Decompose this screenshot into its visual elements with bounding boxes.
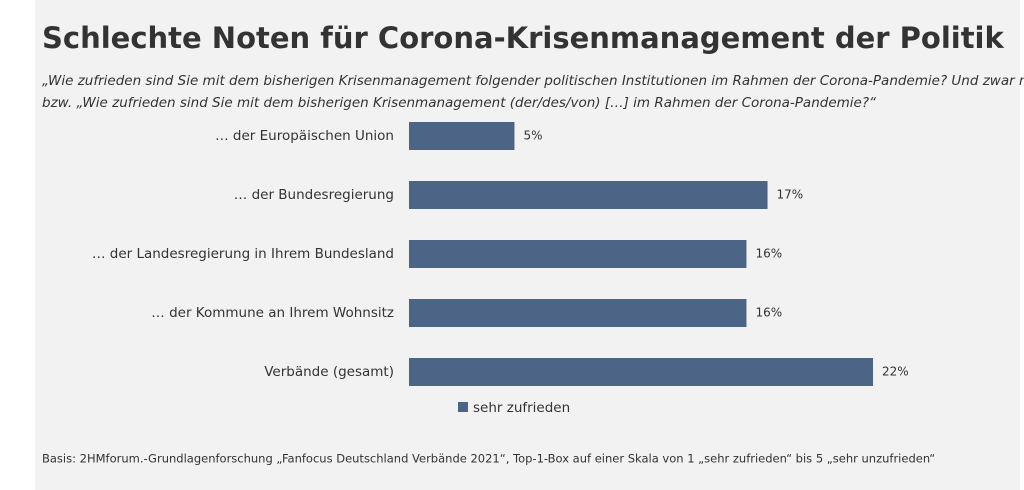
category-label: … der Bundesregierung <box>234 187 394 203</box>
category-label: … der Landesregierung in Ihrem Bundeslan… <box>92 246 394 262</box>
value-label: 22% <box>882 365 909 379</box>
footnote: Basis: 2HMforum.-Grundlagenforschung „Fa… <box>42 452 935 466</box>
bar <box>409 299 747 327</box>
bar <box>409 181 768 209</box>
bar <box>409 240 747 268</box>
bar <box>409 122 515 150</box>
value-label: 5% <box>523 129 542 143</box>
bar <box>409 358 873 386</box>
category-label: Verbände (gesamt) <box>264 364 394 380</box>
legend-swatch <box>458 402 468 412</box>
category-label: … der Europäischen Union <box>215 128 394 144</box>
subtitle: bzw. „Wie zufrieden sind Sie mit dem bis… <box>42 95 877 111</box>
subtitle: „Wie zufrieden sind Sie mit dem bisherig… <box>42 73 1024 89</box>
value-label: 17% <box>777 188 804 202</box>
chart-title: Schlechte Noten für Corona-Krisenmanagem… <box>42 21 1005 55</box>
value-label: 16% <box>755 247 782 261</box>
category-label: … der Kommune an Ihrem Wohnsitz <box>151 305 394 321</box>
legend-label: sehr zufrieden <box>473 400 570 416</box>
value-label: 16% <box>755 306 782 320</box>
